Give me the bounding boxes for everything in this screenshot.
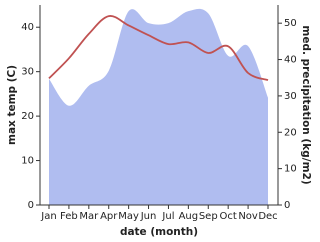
- y2-tick-label: 0: [284, 200, 290, 211]
- x-tick-label: Jun: [140, 211, 157, 222]
- x-tick-label: Feb: [60, 211, 78, 222]
- x-tick-label: Mar: [79, 211, 99, 222]
- y2-tick-label: 40: [284, 55, 297, 66]
- y2-tick-label: 10: [284, 164, 297, 175]
- y-tick-label: 0: [28, 200, 34, 211]
- x-tick-label: Aug: [179, 211, 199, 222]
- y2-axis-label: med. precipitation (kg/m2): [300, 25, 312, 184]
- y-tick-label: 20: [21, 111, 34, 122]
- x-tick-label: Apr: [100, 211, 118, 222]
- x-tick-label: Nov: [238, 211, 258, 222]
- y2-tick-label: 50: [284, 18, 297, 29]
- x-tick-label: Sep: [199, 211, 218, 222]
- x-tick-label: May: [118, 211, 139, 222]
- y2-tick-label: 20: [284, 127, 297, 138]
- x-tick-label: Jan: [40, 211, 56, 222]
- x-tick-label: Oct: [220, 211, 237, 222]
- x-tick-label: Dec: [258, 211, 277, 222]
- y-tick-label: 40: [21, 22, 34, 33]
- precip-area: [49, 8, 268, 206]
- y2-tick-label: 30: [284, 91, 297, 102]
- x-axis-label: date (month): [120, 226, 198, 238]
- y-tick-label: 30: [21, 67, 34, 78]
- y-axis-label: max temp (C): [6, 65, 18, 145]
- y-tick-label: 10: [21, 156, 34, 167]
- temp-line: [48, 15, 269, 81]
- x-tick-label: Jul: [161, 211, 174, 222]
